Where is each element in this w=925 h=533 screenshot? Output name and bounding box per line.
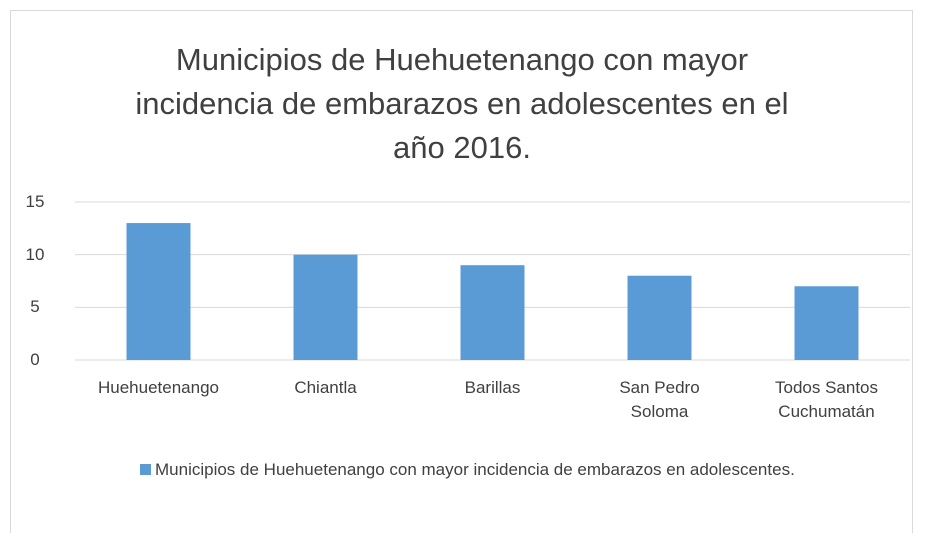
y-tick-label: 0 [30, 350, 40, 369]
bar [293, 254, 358, 360]
y-tick-label: 15 [25, 192, 45, 211]
y-tick-label: 10 [25, 244, 45, 264]
legend: Municipios de Huehuetenango con mayor in… [140, 457, 840, 483]
legend-label: Municipios de Huehuetenango con mayor in… [155, 460, 795, 479]
x-tick-label: Barillas [464, 378, 521, 397]
x-tick-label: Todos Santos Cuchumatán [774, 378, 878, 421]
bar [794, 286, 859, 360]
bar [126, 223, 191, 360]
x-tick-label: Chiantla [294, 378, 357, 397]
x-tick-label: Huehuetenango [97, 378, 219, 397]
bar [627, 275, 692, 360]
x-tick-label: San Pedro Soloma [619, 378, 700, 421]
chart-title: Municipios de Huehuetenango con mayor in… [135, 42, 789, 165]
y-tick-label: 5 [30, 297, 40, 317]
bar [460, 265, 525, 360]
chart-border [10, 10, 913, 533]
legend-swatch [140, 464, 151, 475]
